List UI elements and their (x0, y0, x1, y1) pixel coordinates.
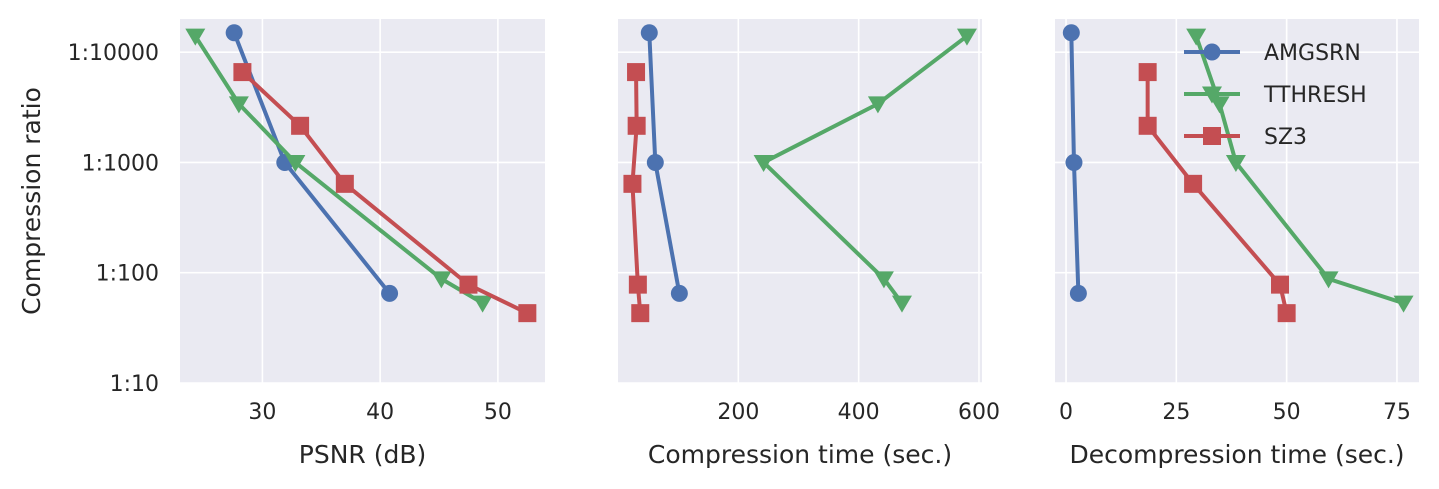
data-point-tthresh (956, 28, 977, 46)
y-tick-label: 1:100 (96, 262, 159, 287)
data-point-tthresh (867, 96, 888, 114)
y-tick-label: 1:10000 (68, 41, 159, 66)
data-point-sz3 (1138, 63, 1157, 82)
data-point-sz3 (628, 275, 647, 294)
data-point-sz3 (459, 275, 478, 294)
data-point-amgsrn (640, 24, 658, 42)
series-sz3 (233, 63, 537, 323)
data-point-amgsrn (1062, 24, 1080, 42)
data-point-tthresh (1393, 295, 1414, 313)
data-point-tthresh (891, 295, 912, 313)
x-axis-label: PSNR (dB) (299, 440, 427, 469)
series-sz3 (1138, 63, 1296, 323)
x-tick-label: 50 (1273, 400, 1301, 425)
data-point-sz3 (627, 116, 646, 135)
data-point-sz3 (1277, 304, 1296, 323)
data-point-sz3 (1184, 174, 1203, 193)
data-point-amgsrn (381, 284, 399, 302)
data-point-tthresh (472, 295, 493, 313)
data-point-tthresh (1318, 271, 1339, 289)
data-point-sz3 (1271, 275, 1290, 294)
data-point-tthresh (873, 271, 894, 289)
data-point-sz3 (623, 174, 642, 193)
x-tick-label: 75 (1383, 400, 1411, 425)
data-point-tthresh (753, 154, 774, 172)
data-point-sz3 (335, 174, 354, 193)
data-point-sz3 (291, 116, 310, 135)
y-tick-label: 1:1000 (82, 151, 159, 176)
x-tick-label: 30 (248, 400, 276, 425)
x-tick-label: 0 (1059, 400, 1073, 425)
x-tick-label: 600 (958, 400, 1000, 425)
series-tthresh (1186, 28, 1414, 313)
x-tick-label: 50 (484, 400, 512, 425)
x-axis-label: Decompression time (sec.) (1069, 440, 1404, 469)
subplot-1: 30 40 50 1:10 1:100 1:1000 1:10000 PSNR (dB) Com… (17, 19, 545, 469)
x-tick-label: 200 (717, 400, 759, 425)
data-point-sz3 (1138, 116, 1157, 135)
data-point-amgsrn (646, 153, 664, 171)
data-point-amgsrn (1069, 284, 1087, 302)
subplot-3: 0 25 50 75 Decompression time (sec.) AMGSRN TT… (1055, 19, 1419, 469)
y-tick-label: 1:10 (110, 372, 159, 397)
x-tick-label: 400 (838, 400, 880, 425)
x-axis-label: Compression time (sec.) (648, 440, 952, 469)
series-tthresh (753, 28, 977, 313)
data-point-tthresh (431, 271, 452, 289)
legend: AMGSRN TTHRESH SZ3 (1184, 41, 1367, 150)
legend-label-tthresh: TTHRESH (1263, 83, 1367, 108)
legend-marker-sz3 (1203, 127, 1221, 145)
x-tick-label: 40 (366, 400, 394, 425)
data-point-tthresh (1209, 96, 1230, 114)
data-point-sz3 (631, 304, 650, 323)
data-point-tthresh (228, 96, 249, 114)
data-point-tthresh (1186, 28, 1207, 46)
plot-area (1055, 19, 1419, 383)
data-point-sz3 (627, 63, 646, 82)
data-point-amgsrn (225, 24, 243, 42)
series-sz3 (623, 63, 650, 323)
legend-marker-amgsrn (1203, 43, 1221, 61)
data-point-tthresh (1225, 154, 1246, 172)
data-point-tthresh (185, 28, 206, 46)
series-amgsrn (1062, 24, 1087, 302)
legend-marker-tthresh (1202, 86, 1222, 104)
data-point-tthresh (285, 154, 306, 172)
data-point-amgsrn (1065, 153, 1083, 171)
legend-label-sz3: SZ3 (1264, 125, 1307, 150)
plot-area (618, 19, 982, 383)
data-point-sz3 (233, 63, 252, 82)
series-tthresh (185, 28, 493, 313)
data-point-amgsrn (670, 284, 688, 302)
data-point-sz3 (518, 304, 537, 323)
series-amgsrn (640, 24, 688, 302)
y-axis-label: Compression ratio (17, 87, 46, 315)
x-tick-label: 25 (1162, 400, 1190, 425)
legend-label-amgsrn: AMGSRN (1264, 41, 1361, 66)
